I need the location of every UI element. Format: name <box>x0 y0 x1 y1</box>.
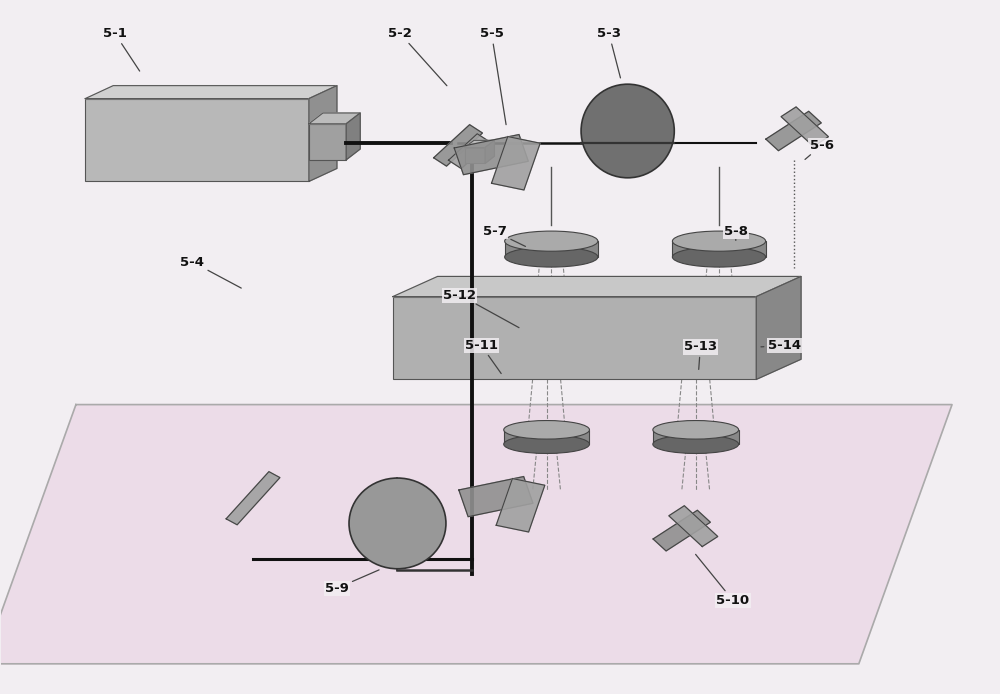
Bar <box>653 430 739 444</box>
Bar <box>85 99 309 181</box>
Polygon shape <box>85 85 337 99</box>
Polygon shape <box>496 479 545 532</box>
Text: 5-3: 5-3 <box>597 27 621 78</box>
Bar <box>393 296 756 380</box>
Ellipse shape <box>505 247 598 267</box>
Text: 5-4: 5-4 <box>180 255 241 288</box>
Text: 5-8: 5-8 <box>724 226 748 240</box>
Text: 5-12: 5-12 <box>443 289 519 328</box>
Polygon shape <box>309 113 360 124</box>
Text: 5-5: 5-5 <box>480 27 506 125</box>
Ellipse shape <box>504 421 589 439</box>
Text: 5-9: 5-9 <box>325 570 379 595</box>
Polygon shape <box>766 111 821 151</box>
Ellipse shape <box>349 478 446 569</box>
Text: 5-6: 5-6 <box>805 139 834 160</box>
Bar <box>309 124 346 160</box>
Ellipse shape <box>653 435 739 453</box>
Polygon shape <box>653 510 710 551</box>
Polygon shape <box>492 137 540 190</box>
Polygon shape <box>781 107 828 146</box>
Polygon shape <box>485 140 494 163</box>
Ellipse shape <box>504 435 589 453</box>
Text: 5-11: 5-11 <box>465 339 501 373</box>
Ellipse shape <box>672 247 766 267</box>
Polygon shape <box>226 472 280 525</box>
Bar <box>672 241 766 257</box>
Bar <box>505 241 598 257</box>
Text: 5-10: 5-10 <box>696 555 750 607</box>
Bar <box>465 148 485 163</box>
Polygon shape <box>756 276 801 380</box>
Polygon shape <box>459 477 533 517</box>
Text: 5-2: 5-2 <box>388 27 447 86</box>
Polygon shape <box>465 140 494 148</box>
Ellipse shape <box>581 84 674 178</box>
Polygon shape <box>434 125 482 166</box>
Ellipse shape <box>653 421 739 439</box>
Text: 5-13: 5-13 <box>684 341 717 369</box>
Bar <box>504 430 589 444</box>
Text: 5-14: 5-14 <box>761 339 801 352</box>
Polygon shape <box>448 134 490 169</box>
Polygon shape <box>669 506 718 547</box>
Polygon shape <box>454 135 528 175</box>
Ellipse shape <box>505 231 598 251</box>
Text: 5-7: 5-7 <box>483 226 525 246</box>
Polygon shape <box>309 85 337 181</box>
Polygon shape <box>0 405 952 663</box>
Polygon shape <box>346 113 360 160</box>
Ellipse shape <box>672 231 766 251</box>
Polygon shape <box>393 276 801 296</box>
Text: 5-1: 5-1 <box>103 27 140 71</box>
